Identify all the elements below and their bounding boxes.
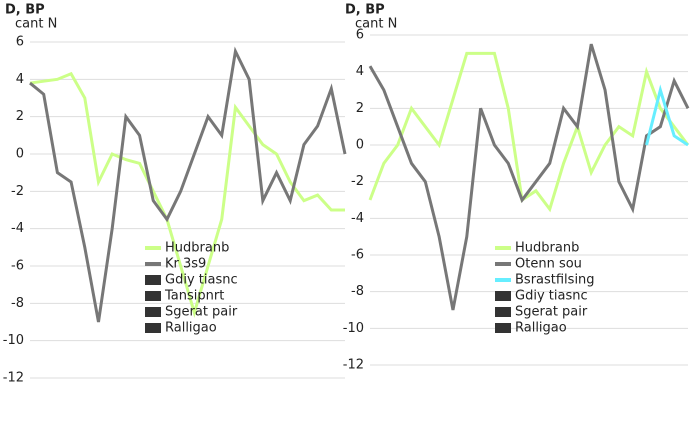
legend-swatch bbox=[145, 323, 161, 333]
legend-swatch bbox=[145, 291, 161, 301]
series-line bbox=[29, 46, 347, 323]
legend-label: Bsrastfilsing bbox=[515, 273, 595, 288]
legend-label: Otenn sou bbox=[515, 257, 582, 272]
chart-title: D, BP bbox=[345, 3, 385, 18]
y-tick-label: 0 bbox=[16, 147, 24, 162]
legend-label: Sgerat pair bbox=[515, 305, 588, 320]
y-tick-label: -8 bbox=[11, 296, 24, 311]
legend-label: Kr 3s9 bbox=[165, 257, 206, 272]
legend-label: Hudbranb bbox=[515, 241, 579, 256]
y-tick-label: -6 bbox=[351, 248, 364, 263]
y-tick-label: 6 bbox=[356, 28, 364, 43]
y-tick-label: 2 bbox=[16, 109, 24, 124]
legend-label: Gdiy tiasnc bbox=[165, 273, 238, 288]
series-line bbox=[645, 84, 689, 147]
y-tick-label: -4 bbox=[11, 221, 24, 236]
y-axis-label: cant N bbox=[15, 17, 57, 32]
y-axis-label: cant N bbox=[355, 17, 397, 32]
legend-label: Hudbranb bbox=[165, 241, 229, 256]
y-tick-label: -10 bbox=[343, 321, 364, 336]
y-tick-label: -2 bbox=[11, 184, 24, 199]
y-tick-label: 2 bbox=[356, 101, 364, 116]
legend-label: Tansipnrt bbox=[164, 289, 224, 304]
legend-swatch bbox=[495, 291, 511, 301]
legend-swatch bbox=[145, 307, 161, 317]
series-line bbox=[368, 51, 690, 213]
y-tick-label: 4 bbox=[356, 64, 364, 79]
legend-swatch bbox=[495, 307, 511, 317]
legend-swatch bbox=[495, 323, 511, 333]
legend-swatch bbox=[145, 275, 161, 285]
y-tick-label: -6 bbox=[11, 259, 24, 274]
y-tick-label: -12 bbox=[343, 358, 364, 373]
legend-label: Gdiy tiasnc bbox=[515, 289, 588, 304]
y-tick-label: -12 bbox=[3, 371, 24, 386]
y-tick-label: 0 bbox=[356, 138, 364, 153]
y-tick-label: 4 bbox=[16, 72, 24, 87]
legend-label: Ralligao bbox=[165, 321, 217, 336]
y-tick-label: -10 bbox=[3, 333, 24, 348]
y-tick-label: -4 bbox=[351, 211, 364, 226]
y-tick-label: -2 bbox=[351, 174, 364, 189]
y-tick-label: 6 bbox=[16, 35, 24, 50]
legend-label: Sgerat pair bbox=[165, 305, 238, 320]
y-tick-label: -8 bbox=[351, 284, 364, 299]
legend-label: Ralligao bbox=[515, 321, 567, 336]
chart-title: D, BP bbox=[5, 3, 45, 18]
series-line bbox=[368, 43, 690, 311]
